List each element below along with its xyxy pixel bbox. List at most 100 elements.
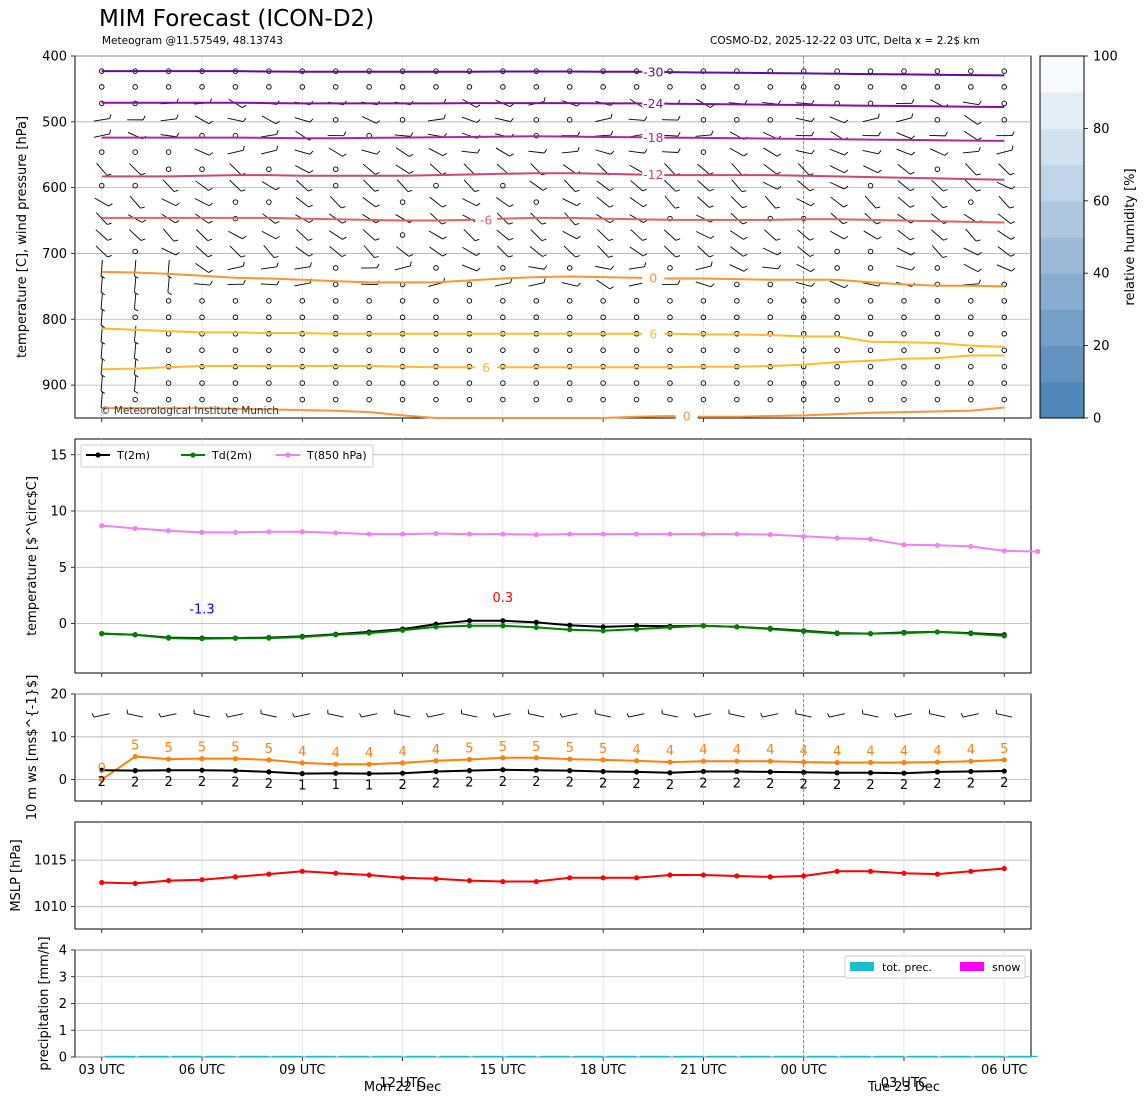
wind-barb xyxy=(695,130,714,137)
wind-barb-flag xyxy=(744,100,748,105)
colorbar-band xyxy=(1040,128,1084,166)
surface-wind-barb xyxy=(693,713,712,718)
surface-wind-barb-flag xyxy=(960,713,964,718)
calm-marker xyxy=(734,396,740,403)
windspeed-label: 2 xyxy=(231,776,239,791)
surface-wind-barb xyxy=(995,709,1013,718)
wind-barb-shaft xyxy=(897,196,911,208)
surface-wind-barb xyxy=(827,713,846,718)
calm-marker xyxy=(399,117,406,123)
wind-barb-flag xyxy=(911,113,914,118)
contour-label-bg xyxy=(475,212,498,226)
wind-barb xyxy=(363,245,379,259)
surface-wind-barb xyxy=(492,713,511,718)
windspeed-label: 1 xyxy=(365,779,373,794)
colorbar-tick-label: 80 xyxy=(1093,122,1110,137)
surface-wind-barb-flag xyxy=(327,709,329,714)
legend-marker xyxy=(190,452,196,458)
temperature-contour xyxy=(101,101,1005,108)
wind-barb xyxy=(895,99,915,104)
temperature-series-point xyxy=(834,535,840,541)
windspeed-label: 2 xyxy=(465,776,473,791)
mslp-series-point xyxy=(1001,865,1007,872)
precipitation-bar xyxy=(105,1055,136,1057)
calm-marker xyxy=(299,380,306,386)
wind-barb-flag xyxy=(442,236,447,240)
gust-series-point xyxy=(600,757,606,763)
calm-marker xyxy=(332,117,339,123)
wind-barb-shaft xyxy=(661,134,679,137)
surface-wind-barb-shaft xyxy=(394,713,411,718)
windspeed-series-point xyxy=(834,770,840,776)
temperature-series-point xyxy=(801,533,807,539)
windspeed-series-point xyxy=(667,770,673,776)
wind-barb-flag xyxy=(474,238,480,242)
gust-series-point xyxy=(567,756,573,762)
wind-barb-flag xyxy=(844,169,849,174)
wind-ytick-label: 20 xyxy=(50,688,67,703)
wind-barb xyxy=(362,163,380,175)
wind-barb-flag xyxy=(100,341,106,345)
wind-barb xyxy=(160,132,180,138)
calm-marker xyxy=(199,380,205,386)
wind-barb xyxy=(362,196,380,208)
wind-barb-shaft xyxy=(294,149,311,155)
wind-barb-shaft xyxy=(463,179,476,192)
surface-wind-barb-flag xyxy=(928,709,931,714)
calm-marker xyxy=(834,363,840,370)
wind-barb xyxy=(830,196,848,208)
surface-wind-barb xyxy=(292,713,311,718)
wind-ytick-label: 10 xyxy=(50,730,67,745)
wind-barb xyxy=(897,213,915,224)
surface-wind-barb-flag xyxy=(292,713,295,718)
calm-marker xyxy=(332,84,339,90)
calm-marker xyxy=(500,347,506,353)
wind-barb-shaft xyxy=(931,196,944,209)
temperature-series-point xyxy=(232,529,239,535)
calm-marker xyxy=(968,380,974,386)
calm-marker xyxy=(266,199,272,205)
gust-label: 5 xyxy=(198,741,206,756)
wind-barb-flag xyxy=(977,251,982,256)
calm-marker xyxy=(734,117,740,123)
calm-marker xyxy=(633,380,640,386)
wind-barb-flag xyxy=(308,238,313,241)
wind-barb-shaft xyxy=(167,276,170,293)
calm-marker xyxy=(299,314,306,321)
temperature-series-point xyxy=(700,623,707,629)
temperature-series-point xyxy=(600,624,606,630)
windspeed-series-point xyxy=(199,767,205,773)
wind-barb xyxy=(664,179,681,192)
windspeed-label: 2 xyxy=(1000,776,1008,791)
wind-barb xyxy=(897,229,915,241)
wind-barb-shaft xyxy=(100,342,103,359)
windspeed-label: 2 xyxy=(666,778,674,793)
calm-marker xyxy=(767,298,774,304)
surface-wind-barb xyxy=(225,713,244,718)
mslp-ytick-label: 1010 xyxy=(34,900,67,915)
legend-label: T(850 hPa) xyxy=(306,449,367,462)
calm-marker xyxy=(700,117,707,123)
calm-marker xyxy=(232,347,239,353)
temperature-series-point xyxy=(633,531,640,537)
wind-barb-flag xyxy=(978,279,981,285)
wind-barb-flag xyxy=(474,189,480,192)
wind-barb-shaft xyxy=(100,292,103,309)
wind-barb-flag xyxy=(945,131,948,137)
calm-marker xyxy=(834,84,840,90)
surface-wind-barb-shaft xyxy=(227,713,244,718)
wind-barb xyxy=(695,281,715,288)
surface-wind-barb xyxy=(960,713,979,718)
wind-barb-flag xyxy=(375,204,380,208)
wind-barb-shaft xyxy=(261,181,276,191)
calm-marker xyxy=(934,347,941,353)
mslp-series-point xyxy=(968,868,974,874)
surface-wind-barb-shaft xyxy=(294,713,311,718)
calm-marker xyxy=(734,84,740,90)
gust-series-point xyxy=(1001,757,1007,763)
wind-barb-shaft xyxy=(965,163,977,176)
wind-barb xyxy=(294,262,312,270)
wind-barb-shaft xyxy=(829,116,845,124)
precipitation-bar xyxy=(573,1055,604,1057)
wind-barb xyxy=(595,100,615,106)
